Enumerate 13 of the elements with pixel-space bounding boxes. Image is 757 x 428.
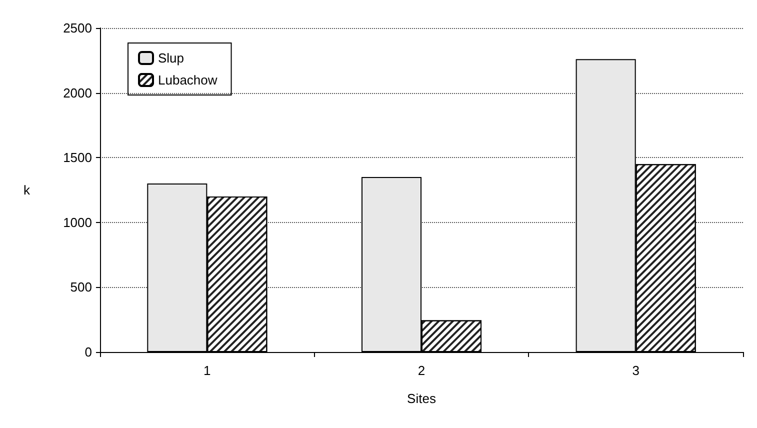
legend-label: Lubachow: [158, 72, 218, 88]
y-tick-label: 500: [70, 280, 92, 295]
y-tick-label: 2000: [63, 85, 92, 100]
x-axis-title: Sites: [407, 391, 436, 406]
y-tick-label: 1000: [63, 214, 92, 230]
x-tick-label: 1: [204, 363, 211, 378]
x-tick-label: 2: [418, 363, 426, 378]
y-tick-label: 0: [84, 344, 92, 360]
y-tick-label: 1500: [63, 150, 92, 166]
y-tick-label: 2500: [63, 20, 92, 36]
x-tick-label: 3: [632, 363, 640, 378]
legend-label: Slup: [158, 50, 184, 66]
y-axis-title: k: [24, 182, 30, 198]
